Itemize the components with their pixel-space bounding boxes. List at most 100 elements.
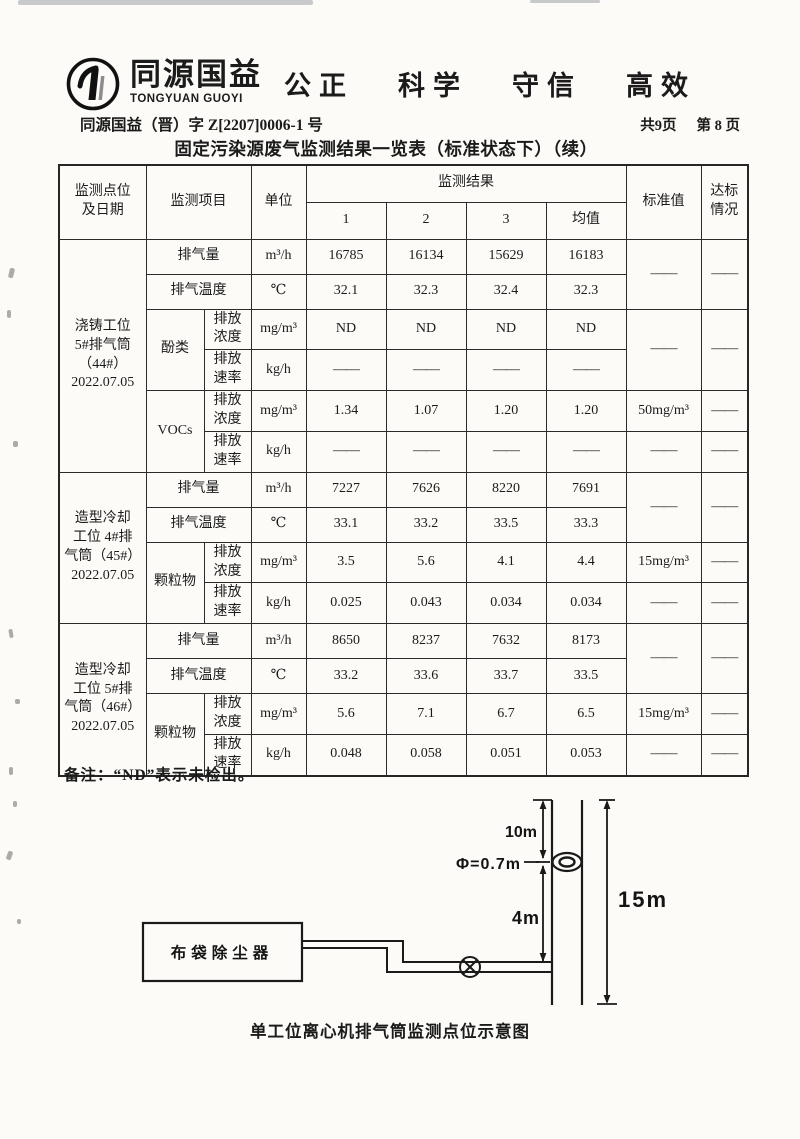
data-cell: —— xyxy=(385,349,467,392)
dim-15m-label: 15m xyxy=(618,887,668,912)
data-cell: —— xyxy=(700,471,749,543)
slogan-word: 公正 xyxy=(284,71,354,101)
table-row: 造型冷却 工位 4#排 气筒（45#） 2022.07.05 排气量 m³/h 722… xyxy=(58,471,749,625)
table-row: 排气温度 ℃ 32.1 32.3 32.4 32.3 xyxy=(59,273,748,310)
col-header-compliance: 达标 情况 xyxy=(700,164,749,240)
site-cell: 浇铸工位 5#排气筒 （44#） 2022.07.05 xyxy=(58,238,147,473)
data-cell: ND xyxy=(545,308,627,351)
data-cell: 7632 xyxy=(465,623,547,660)
scan-artifact xyxy=(17,919,21,924)
data-cell: 0.034 xyxy=(545,582,627,625)
data-cell: 排气温度 xyxy=(145,658,252,695)
data-cell: ND xyxy=(465,308,547,351)
data-cell: 33.5 xyxy=(545,658,627,695)
data-cell: 排气量 xyxy=(145,238,252,275)
scan-artifact xyxy=(530,0,600,3)
data-cell: —— xyxy=(305,349,387,392)
slogan-word: 高效 xyxy=(626,71,696,101)
data-cell: 50mg/m³ xyxy=(625,390,702,432)
data-cell: 16183 xyxy=(545,238,627,275)
dust-collector-label: 布袋除尘器 xyxy=(171,943,274,962)
scan-artifact xyxy=(9,767,13,775)
data-cell: 0.053 xyxy=(545,733,627,777)
valve-icon xyxy=(459,956,481,978)
table-row: 浇铸工位 5#排气筒 （44#） 2022.07.05 排气量 m³/h 16785 1… xyxy=(58,238,749,473)
data-cell: 5.6 xyxy=(305,693,387,735)
col-header-run1: 1 xyxy=(305,201,387,240)
col-header-mean: 均值 xyxy=(545,201,627,240)
data-cell: 颗粒物 xyxy=(145,693,205,777)
table-row: 排放 速率 kg/h —— —— —— —— —— —— xyxy=(59,430,749,473)
data-cell: —— xyxy=(545,430,627,473)
scan-artifact xyxy=(7,310,11,318)
data-cell: 16785 xyxy=(305,238,387,275)
data-cell: m³/h xyxy=(250,471,307,508)
data-cell: 33.2 xyxy=(385,506,467,543)
data-cell: —— xyxy=(625,471,702,543)
data-cell: 0.051 xyxy=(465,733,547,777)
data-cell: —— xyxy=(625,733,702,777)
data-cell: 32.4 xyxy=(465,273,547,310)
data-cell: kg/h xyxy=(250,349,307,392)
slogan-word: 守信 xyxy=(512,71,582,101)
document-meta-row: 同源国益（晋）字 Z[2207]0006-1 号 共9页 第 8 页 xyxy=(80,113,740,135)
table-row: 颗粒物 排放 浓度 mg/m³ 5.6 7.1 6.7 6.5 15mg/m³ —— xyxy=(59,693,749,777)
stack-diagram: 布袋除尘器 10m 4m Φ=0.7m xyxy=(141,799,668,1005)
page-title: 固定污染源废气监测结果一览表（标准状态下）（续） xyxy=(174,139,598,159)
data-cell: m³/h xyxy=(250,623,307,660)
data-cell: m³/h xyxy=(250,238,307,275)
data-cell: —— xyxy=(700,693,749,735)
data-cell: —— xyxy=(625,238,702,310)
data-cell: 15629 xyxy=(465,238,547,275)
data-cell: —— xyxy=(700,623,749,695)
data-cell: 1.07 xyxy=(385,390,467,432)
col-header-results: 监测结果 xyxy=(305,164,627,203)
data-cell: 酚类 xyxy=(145,308,205,392)
data-cell: 32.3 xyxy=(545,273,627,310)
table-row: 监测点位 及日期 监测项目 单位 监测结果 标准值 达标 情况 xyxy=(58,164,749,240)
data-cell: ℃ xyxy=(250,273,307,310)
data-cell: 排气温度 xyxy=(145,273,252,310)
footnote: 备注：“ND”表示未检出。 xyxy=(64,767,255,784)
data-cell: —— xyxy=(700,430,749,473)
data-cell: 0.025 xyxy=(305,582,387,625)
site-cell: 造型冷却 工位 4#排 气筒（45#） 2022.07.05 xyxy=(58,471,147,625)
data-cell: —— xyxy=(700,733,749,777)
scan-artifact xyxy=(13,441,18,447)
dim-diameter-label: Φ=0.7m xyxy=(456,856,521,873)
data-cell: 33.5 xyxy=(465,506,547,543)
logo-name-cn: 同源国益 xyxy=(130,57,262,92)
diagram-caption: 单工位离心机排气筒监测点位示意图 xyxy=(250,1022,530,1041)
data-cell: —— xyxy=(625,308,702,392)
data-cell: 0.043 xyxy=(385,582,467,625)
data-cell: 5.6 xyxy=(385,541,467,584)
data-cell: 4.1 xyxy=(465,541,547,584)
data-cell: 排气温度 xyxy=(145,506,252,543)
data-cell: 排放 速率 xyxy=(203,582,252,625)
data-cell: 排气量 xyxy=(145,623,252,660)
data-cell: 6.5 xyxy=(545,693,627,735)
data-cell: 7227 xyxy=(305,471,387,508)
logo-name-en: TONGYUAN GUOYI xyxy=(130,93,243,106)
data-cell: 16134 xyxy=(385,238,467,275)
data-cell: ℃ xyxy=(250,658,307,695)
data-cell: —— xyxy=(700,541,749,584)
scan-artifact xyxy=(8,628,14,639)
monitoring-table: 监测点位 及日期 监测项目 单位 监测结果 标准值 达标 情况 1 2 3 均值 浇铸工位 5#排气… xyxy=(58,164,749,777)
data-cell: 33.7 xyxy=(465,658,547,695)
data-cell: VOCs xyxy=(145,390,205,473)
data-cell: 1.20 xyxy=(465,390,547,432)
col-header-item: 监测项目 xyxy=(145,164,252,240)
data-cell: 4.4 xyxy=(545,541,627,584)
data-cell: 0.034 xyxy=(465,582,547,625)
data-cell: 33.6 xyxy=(385,658,467,695)
data-cell: —— xyxy=(625,623,702,695)
table-row: 排放 速率 kg/h 0.048 0.058 0.051 0.053 —— —— xyxy=(59,733,749,777)
scan-artifact xyxy=(13,801,17,807)
data-cell: kg/h xyxy=(250,430,307,473)
data-cell: 7691 xyxy=(545,471,627,508)
logo-icon xyxy=(66,57,120,111)
col-header-run3: 3 xyxy=(465,201,547,240)
table-row: 排放 速率 kg/h 0.025 0.043 0.034 0.034 —— —— xyxy=(59,582,749,625)
table-row: 酚类 排放 浓度 mg/m³ ND ND ND ND —— —— xyxy=(59,308,749,392)
